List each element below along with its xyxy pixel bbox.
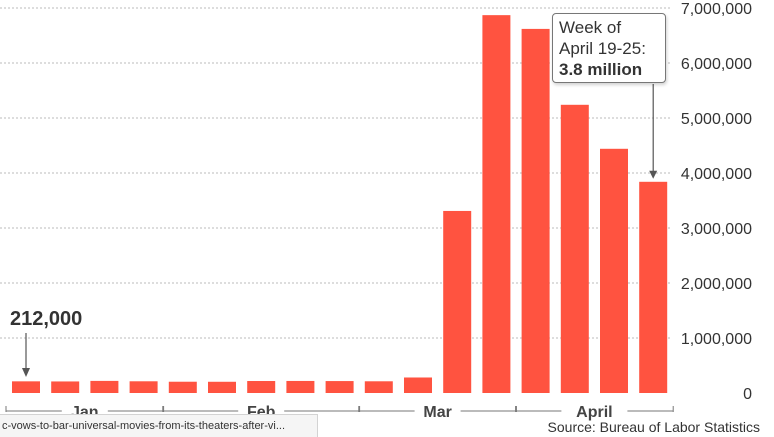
bar [90,380,119,393]
source-note: Source: Bureau of Labor Statistics [547,419,760,435]
y-tick-label: 6,000,000 [681,56,752,73]
status-bar-url: c-vows-to-bar-universal-movies-from-its-… [0,414,318,437]
month-label: Mar [423,404,451,421]
start-arrow-head [22,368,30,377]
bar [51,381,80,393]
callout-line2: April 19-25: [559,39,646,58]
bar [129,381,158,393]
y-tick-label: 0 [743,386,752,403]
y-tick-label: 1,000,000 [681,331,752,348]
bars [12,15,668,394]
bar [168,381,197,393]
start-value-label: 212,000 [10,308,82,330]
y-tick-label: 5,000,000 [681,111,752,128]
annotations: 212,000 [10,84,658,377]
y-axis: 0 1,000,000 2,000,000 3,000,000 4,000,000 5,0… [681,1,752,403]
bar [325,381,354,393]
bar [600,148,628,393]
y-tick-label: 4,000,000 [681,166,752,183]
callout-arrow-head [649,170,658,179]
bar [521,28,550,394]
bar [247,381,276,393]
x-axis-months: Jan Feb Mar April [5,404,674,421]
callout-value: 3.8 million [559,60,643,79]
month-label: April [576,404,612,421]
bar [364,381,393,393]
y-tick-label: 3,000,000 [681,221,752,238]
bar [404,377,432,393]
bar [560,104,589,394]
bar [443,210,472,393]
callout-week-april: Week of April 19-25: 3.8 million [552,13,666,83]
callout-line1: Week of [559,18,622,37]
y-tick-label: 2,000,000 [681,276,752,293]
bar [12,381,40,393]
y-tick-label: 7,000,000 [681,1,752,18]
bar [639,181,668,393]
bar [482,15,511,394]
bar [208,381,236,393]
bar [286,380,315,393]
